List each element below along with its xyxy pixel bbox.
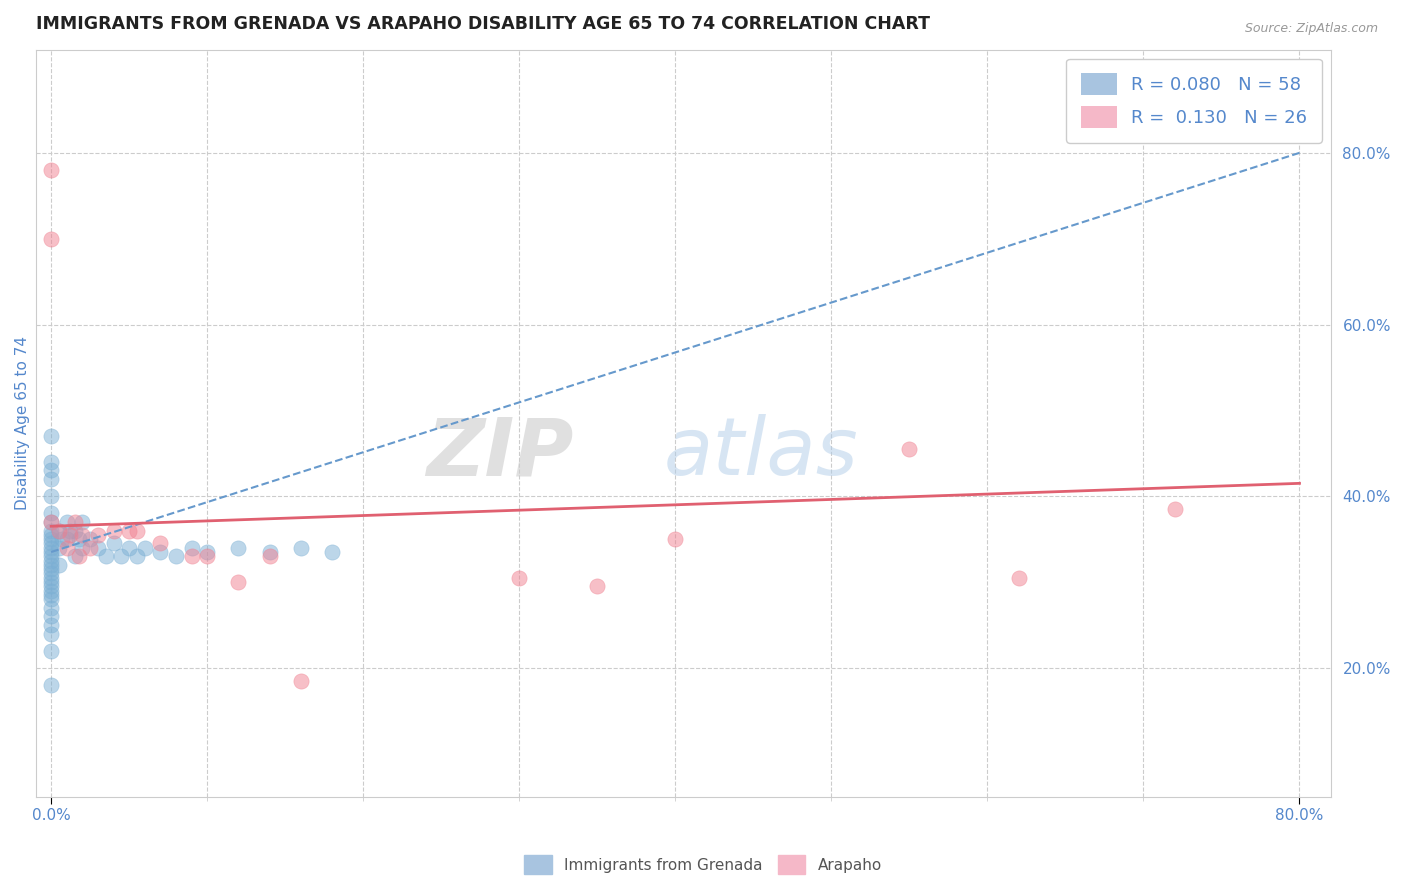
Point [87,541,110,555]
Point [39,536,62,550]
Point [39,524,62,538]
Point [59,528,82,542]
Point [118,524,141,538]
Point [55,532,77,546]
Text: ZIP: ZIP [426,414,574,492]
Point [39,541,62,555]
Point [39,528,62,542]
Point [508,571,530,585]
Point [39,609,62,624]
Point [39,588,62,602]
Point [39,583,62,598]
Point [1007,571,1029,585]
Point [290,673,312,688]
Point [1163,502,1185,516]
Point [48,524,70,538]
Legend: R = 0.080   N = 58, R =  0.130   N = 26: R = 0.080 N = 58, R = 0.130 N = 26 [1066,59,1322,143]
Point [67,532,90,546]
Point [259,549,281,564]
Point [259,545,281,559]
Point [39,600,62,615]
Point [39,571,62,585]
Y-axis label: Disability Age 65 to 74: Disability Age 65 to 74 [15,336,30,510]
Point [72,528,94,542]
Point [118,541,141,555]
Point [110,549,132,564]
Text: Source: ZipAtlas.com: Source: ZipAtlas.com [1244,22,1378,36]
Point [39,644,62,658]
Point [39,472,62,486]
Point [321,545,343,559]
Point [39,553,62,567]
Point [79,532,101,546]
Point [103,524,125,538]
Point [898,442,921,456]
Point [586,579,609,593]
Point [165,549,187,564]
Point [195,549,218,564]
Point [664,532,686,546]
Point [72,541,94,555]
Point [94,549,117,564]
Point [149,536,172,550]
Point [39,429,62,443]
Point [228,541,250,555]
Point [39,549,62,564]
Point [39,545,62,559]
Point [39,558,62,572]
Point [63,524,86,538]
Text: IMMIGRANTS FROM GRENADA VS ARAPAHO DISABILITY AGE 65 TO 74 CORRELATION CHART: IMMIGRANTS FROM GRENADA VS ARAPAHO DISAB… [35,15,929,33]
Point [180,541,202,555]
Point [63,549,86,564]
Point [39,232,62,246]
Point [55,541,77,555]
Point [125,549,148,564]
Point [39,463,62,477]
Point [39,515,62,529]
Point [39,532,62,546]
Point [39,515,62,529]
Point [48,541,70,555]
Point [48,524,70,538]
Point [125,524,148,538]
Point [59,524,82,538]
Point [87,528,110,542]
Point [39,562,62,576]
Point [180,549,202,564]
Point [134,541,156,555]
Point [79,541,101,555]
Point [67,549,90,564]
Point [39,489,62,503]
Point [39,507,62,521]
Point [72,515,94,529]
Point [39,618,62,632]
Point [103,536,125,550]
Point [290,541,312,555]
Point [39,163,62,178]
Point [39,592,62,607]
Point [39,455,62,469]
Point [63,515,86,529]
Point [149,545,172,559]
Point [39,575,62,590]
Text: atlas: atlas [664,414,858,492]
Point [55,515,77,529]
Point [195,545,218,559]
Point [39,579,62,593]
Point [48,558,70,572]
Point [228,575,250,590]
Point [39,626,62,640]
Legend: Immigrants from Grenada, Arapaho: Immigrants from Grenada, Arapaho [519,849,887,880]
Point [39,566,62,581]
Point [51,532,73,546]
Point [39,678,62,692]
